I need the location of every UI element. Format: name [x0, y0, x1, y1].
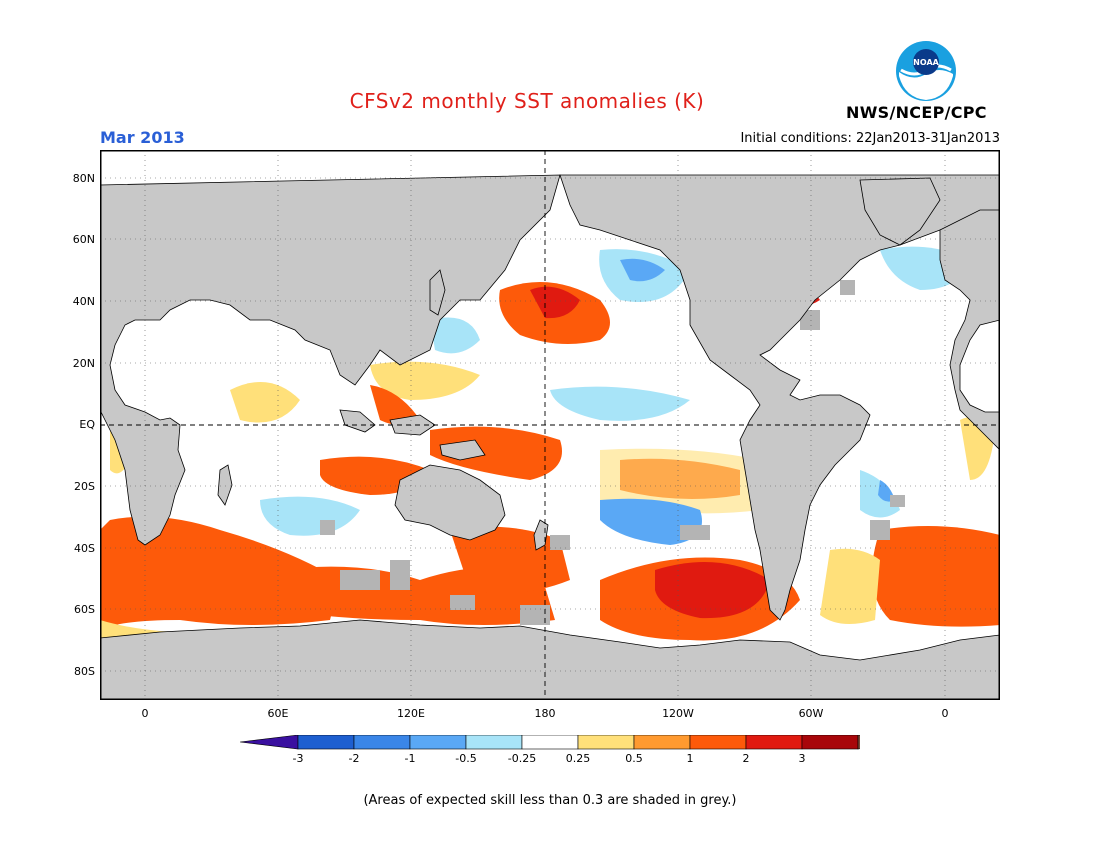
- colorbar-arrow-high: [857, 735, 860, 750]
- chart-title: CFSv2 monthly SST anomalies (K): [349, 89, 705, 113]
- colorbar: [240, 735, 860, 750]
- footnote: (Areas of expected skill less than 0.3 a…: [363, 793, 737, 808]
- lat-label: 60N: [72, 233, 95, 246]
- colorbar-label: -0.5: [455, 752, 477, 765]
- colorbar-swatch: [689, 735, 747, 750]
- colorbar-swatch: [353, 735, 411, 750]
- valid-month: Mar 2013: [100, 128, 185, 147]
- colorbar-swatch: [801, 735, 859, 750]
- sst-anomaly-map: [100, 150, 1000, 700]
- lat-label: 20N: [72, 357, 95, 370]
- lat-label: 40N: [72, 295, 95, 308]
- lon-label: 120W: [662, 707, 694, 720]
- lon-label: 60E: [267, 707, 289, 720]
- lat-label: 60S: [74, 603, 95, 616]
- colorbar-label: 2: [742, 752, 750, 765]
- colorbar-swatch: [521, 735, 579, 750]
- agency-label: NWS/NCEP/CPC: [846, 103, 987, 122]
- noaa-logo: NOAA: [896, 41, 956, 101]
- colorbar-label: 0.25: [565, 752, 591, 765]
- map-frame: [100, 150, 1000, 700]
- lat-label: 40S: [74, 542, 95, 555]
- lon-label: 0: [941, 707, 949, 720]
- lat-label: 80N: [72, 172, 95, 185]
- continents: [100, 174, 1000, 700]
- colorbar-swatch: [577, 735, 635, 750]
- colorbar-label: -3: [292, 752, 304, 765]
- colorbar-arrow-low: [240, 735, 299, 750]
- colorbar-label: 1: [686, 752, 694, 765]
- logo-text: NOAA: [913, 58, 939, 67]
- lon-label: 120E: [397, 707, 425, 720]
- colorbar-swatch: [633, 735, 691, 750]
- initial-conditions: Initial conditions: 22Jan2013-31Jan2013: [740, 131, 1000, 146]
- lon-label: 0: [141, 707, 149, 720]
- colorbar-label: -0.25: [507, 752, 537, 765]
- colorbar-swatch: [465, 735, 523, 750]
- colorbar-swatch: [297, 735, 355, 750]
- colorbar-swatch: [409, 735, 467, 750]
- reference-lines: [100, 150, 1000, 700]
- colorbar-label: 0.5: [625, 752, 643, 765]
- lat-label: 20S: [74, 480, 95, 493]
- colorbar-label: -1: [404, 752, 416, 765]
- lon-label: 60W: [798, 707, 824, 720]
- colorbar-label: 3: [798, 752, 806, 765]
- lon-label: 180: [534, 707, 556, 720]
- lat-label: EQ: [79, 418, 95, 431]
- lat-label: 80S: [74, 665, 95, 678]
- colorbar-swatch: [745, 735, 803, 750]
- colorbar-label: -2: [348, 752, 360, 765]
